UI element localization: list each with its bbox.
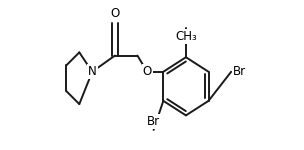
Text: Br: Br bbox=[147, 115, 160, 128]
Text: Br: Br bbox=[233, 65, 246, 78]
Text: CH₃: CH₃ bbox=[175, 30, 197, 43]
Text: O: O bbox=[143, 65, 152, 78]
Text: O: O bbox=[110, 7, 119, 20]
Text: N: N bbox=[88, 65, 97, 78]
